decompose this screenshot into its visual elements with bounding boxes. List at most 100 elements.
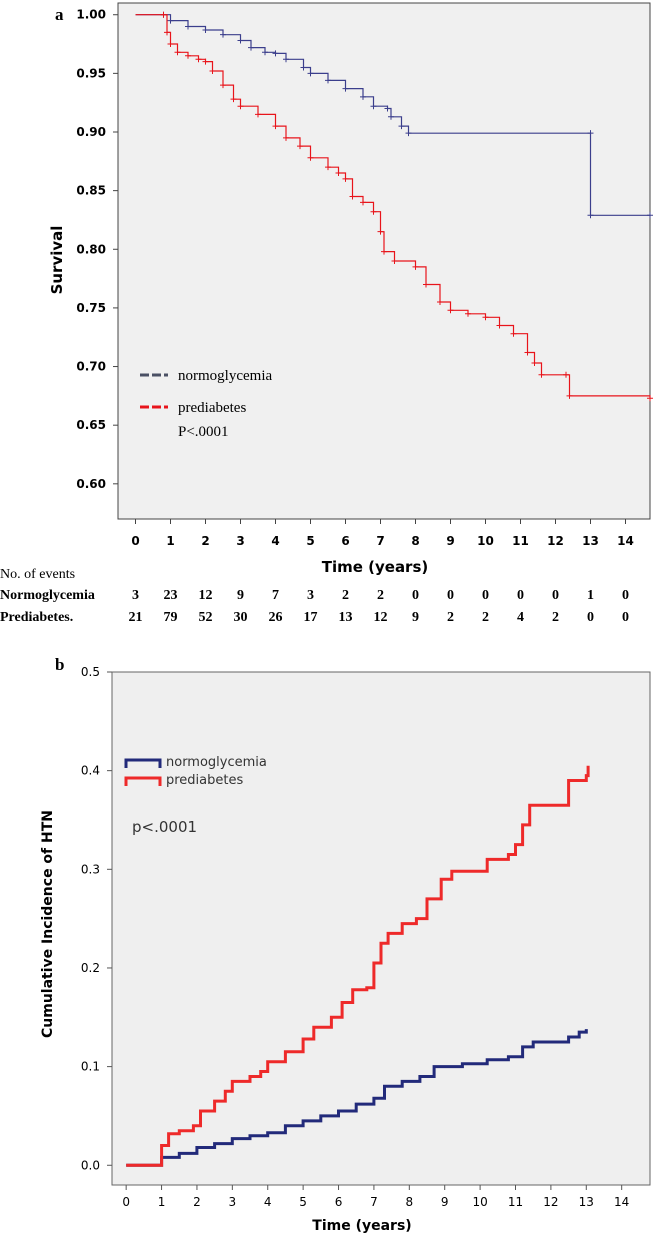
ylabel-a: Survival: [48, 226, 66, 295]
legend-swatch-b-prediabetes: [124, 776, 162, 786]
events-row-label-normoglycemia: Normoglycemia: [0, 588, 95, 603]
censor-mark-a-prediabetes-18: [335, 170, 342, 177]
series-line-b-normoglycemia: [126, 1029, 588, 1167]
xtick-label-b-1: 1: [158, 1195, 166, 1209]
events-cell-0-5: 3: [307, 588, 314, 603]
plot-area-a: [117, 2, 651, 520]
censor-mark-a-prediabetes-12: [255, 111, 261, 118]
censor-mark-a-prediabetes-25: [391, 258, 398, 264]
events-cell-1-9: 2: [447, 610, 454, 625]
censor-mark-a-normoglycemia-9: [272, 50, 279, 57]
ytick-label-a-7: 0.95: [76, 66, 106, 80]
censor-mark-a-normoglycemia-3: [185, 23, 191, 30]
legend-swatch-b-normoglycemia: [124, 758, 162, 768]
events-cell-1-4: 26: [269, 610, 283, 625]
ytick-label-a-3: 0.75: [76, 301, 106, 315]
censor-mark-a-prediabetes-32: [496, 322, 503, 329]
events-cell-0-11: 0: [517, 588, 524, 603]
censor-mark-a-prediabetes-21: [360, 199, 366, 206]
censor-mark-a-prediabetes-35: [531, 360, 538, 367]
censor-mark-a-prediabetes-8: [209, 68, 216, 75]
censor-mark-a-normoglycemia-18: [388, 113, 394, 120]
xtick-label-b-8: 8: [405, 1195, 413, 1209]
events-cell-0-9: 0: [447, 588, 454, 603]
censor-mark-a-normoglycemia-13: [325, 77, 331, 84]
ytick-label-b-3: 0.3: [81, 862, 100, 876]
xtick-label-a-9: 9: [446, 534, 454, 548]
events-cell-1-6: 13: [339, 610, 353, 625]
censor-mark-a-prediabetes-14: [283, 134, 289, 141]
censor-mark-a-prediabetes-26: [412, 263, 419, 270]
events-cell-1-14: 0: [622, 610, 629, 625]
censor-mark-a-normoglycemia-14: [342, 85, 349, 92]
events-cell-0-3: 9: [237, 588, 244, 603]
censor-mark-a-prediabetes-13: [272, 123, 279, 130]
xtick-label-a-13: 13: [582, 534, 599, 548]
censor-mark-a-prediabetes-11: [237, 103, 244, 110]
censor-mark-a-prediabetes-5: [185, 52, 191, 59]
censor-mark-a-normoglycemia-16: [370, 103, 377, 110]
ytick-label-a-1: 0.65: [76, 418, 106, 432]
legend-label-b-normoglycemia: normoglycemia: [166, 755, 267, 770]
panel-label-a: a: [55, 5, 64, 24]
xtick-label-b-3: 3: [229, 1195, 237, 1209]
xtick-label-a-2: 2: [201, 534, 209, 548]
events-cell-0-13: 1: [587, 588, 594, 603]
xlabel-b: Time (years): [312, 1218, 411, 1234]
ytick-label-b-4: 0.4: [81, 764, 100, 778]
censor-mark-a-normoglycemia-11: [300, 64, 307, 71]
censor-mark-a-prediabetes-27: [423, 281, 429, 288]
xtick-label-b-7: 7: [370, 1195, 378, 1209]
censor-mark-a-prediabetes-38: [566, 392, 573, 399]
events-cell-0-7: 2: [377, 588, 384, 603]
events-cell-1-12: 2: [552, 610, 559, 625]
xtick-label-a-14: 14: [617, 534, 634, 548]
xtick-label-b-11: 11: [508, 1195, 523, 1209]
events-row-label-prediabetes: Prediabetes.: [0, 610, 73, 625]
censor-mark-a-normoglycemia-17: [384, 105, 391, 112]
events-cell-1-8: 9: [412, 610, 419, 625]
ytick-label-b-0: 0.0: [81, 1158, 100, 1172]
events-cell-0-14: 0: [622, 588, 629, 603]
censor-mark-a-normoglycemia-12: [307, 70, 314, 77]
censor-mark-a-prediabetes-29: [447, 307, 454, 314]
censor-mark-a-prediabetes-22: [370, 208, 377, 215]
xtick-label-b-9: 9: [441, 1195, 449, 1209]
censor-mark-a-prediabetes-9: [220, 82, 226, 89]
xtick-label-a-12: 12: [547, 534, 564, 548]
ytick-label-a-5: 0.85: [76, 184, 106, 198]
censor-mark-a-prediabetes-3: [167, 41, 174, 48]
legend-label-a-prediabetes: prediabetes: [178, 400, 246, 416]
censor-mark-a-prediabetes-31: [482, 314, 489, 321]
xtick-label-a-6: 6: [341, 534, 349, 548]
xtick-label-b-4: 4: [264, 1195, 272, 1209]
xtick-label-a-8: 8: [411, 534, 419, 548]
censor-mark-a-normoglycemia-6: [237, 37, 244, 44]
censor-mark-a-normoglycemia-7: [248, 44, 254, 51]
censor-mark-a-prediabetes-10: [230, 96, 237, 103]
ytick-label-a-2: 0.70: [76, 360, 106, 374]
xtick-label-a-10: 10: [477, 534, 494, 548]
censor-mark-a-normoglycemia-21: [587, 130, 594, 137]
events-cell-1-11: 4: [517, 610, 524, 625]
censor-mark-a-prediabetes-24: [381, 248, 387, 255]
xtick-label-a-1: 1: [166, 534, 174, 548]
events-cell-1-7: 12: [374, 610, 388, 625]
censor-mark-a-prediabetes-16: [307, 154, 314, 161]
censor-mark-a-normoglycemia-5: [220, 31, 226, 38]
xtick-label-b-14: 14: [614, 1195, 629, 1209]
xtick-label-a-3: 3: [236, 534, 244, 548]
events-cell-0-4: 7: [272, 588, 279, 603]
censor-mark-a-prediabetes-36: [538, 371, 545, 378]
censor-mark-a-prediabetes-7: [202, 58, 209, 65]
xtick-label-a-11: 11: [512, 534, 529, 548]
xtick-label-a-0: 0: [131, 534, 139, 548]
xtick-label-a-4: 4: [271, 534, 279, 548]
events-cell-1-2: 52: [199, 610, 213, 625]
censor-mark-a-normoglycemia-4: [202, 26, 209, 33]
censor-mark-a-prediabetes-2: [164, 29, 170, 36]
censor-mark-a-prediabetes-1: [160, 11, 167, 18]
censor-mark-a-prediabetes-20: [349, 193, 356, 200]
xlabel-a: Time (years): [322, 558, 429, 576]
censor-mark-a-prediabetes-34: [524, 349, 531, 356]
